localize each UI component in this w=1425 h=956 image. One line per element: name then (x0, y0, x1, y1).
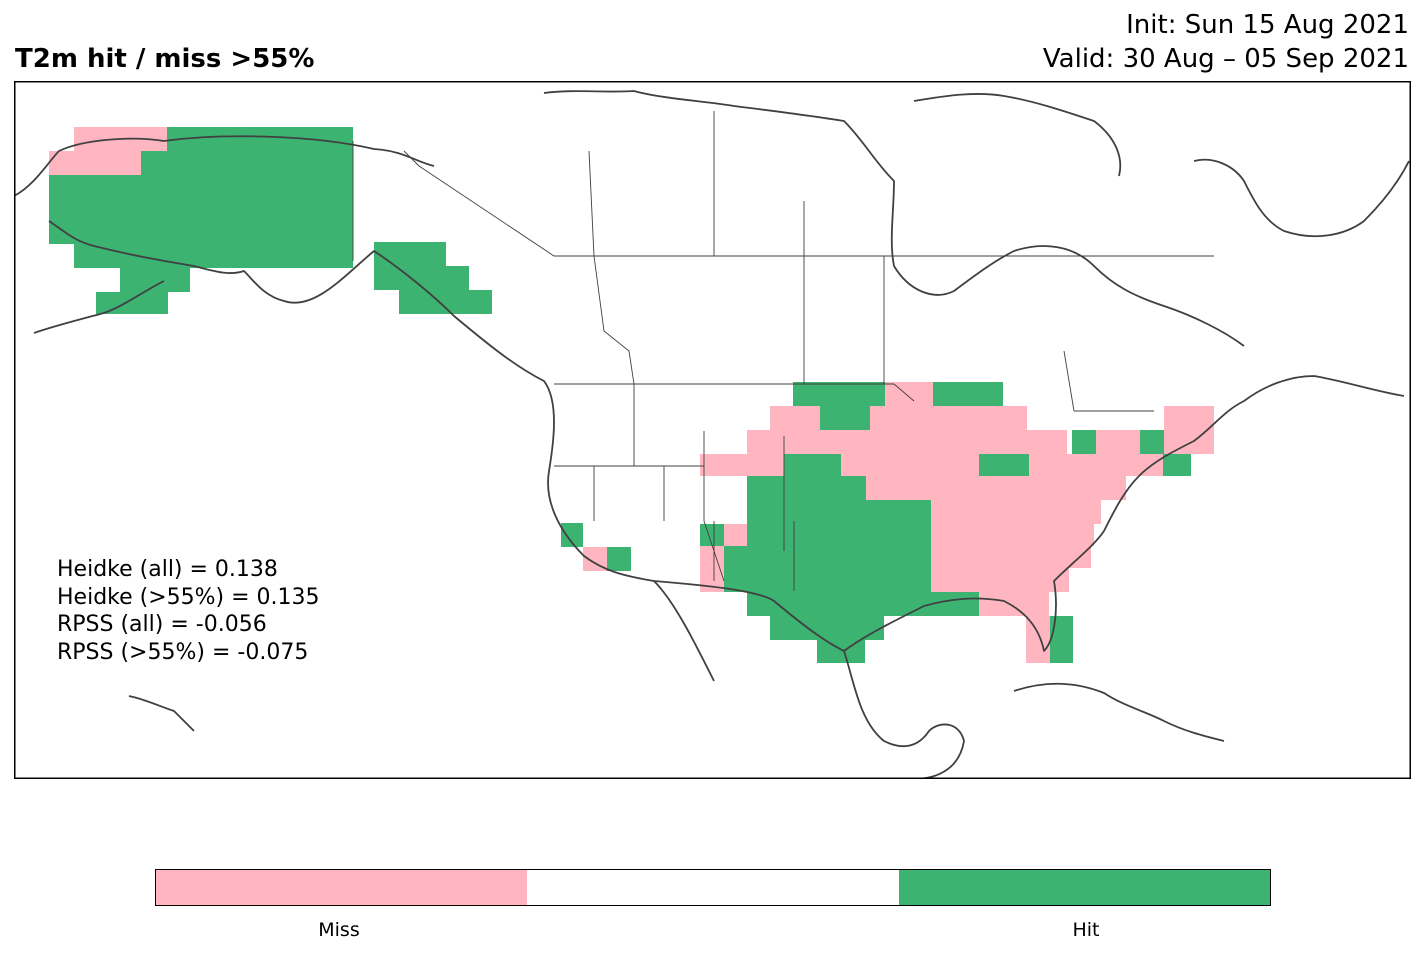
rpss-all-score: RPSS (all) = -0.056 (57, 612, 267, 637)
miss-cell (979, 592, 1049, 616)
colorbar (155, 869, 1271, 906)
hit-cell (399, 290, 492, 314)
coastlines (14, 90, 1410, 779)
hit-cell (933, 382, 1003, 406)
miss-cell (931, 524, 1094, 546)
map-title: T2m hit / miss >55% (15, 44, 315, 74)
hit-cell (784, 454, 841, 476)
political-borders (352, 111, 1214, 591)
hit-cell (1163, 454, 1191, 476)
skill-scores: Heidke (all) = 0.138 Heidke (>55%) = 0.1… (57, 556, 320, 666)
miss-cell (770, 406, 820, 430)
hit-cell (374, 242, 446, 266)
miss-cell (49, 151, 141, 175)
colorbar-hit-segment (898, 870, 1270, 905)
miss-cell (866, 476, 931, 500)
hit-cell (747, 592, 931, 616)
hit-cell (1050, 616, 1073, 640)
hit-cell (1072, 430, 1096, 454)
miss-cell (1005, 406, 1027, 430)
miss-cell (885, 382, 933, 406)
rpss-55-score: RPSS (>55%) = -0.075 (57, 639, 309, 665)
hit-cell (1140, 430, 1164, 454)
hit-cell (747, 524, 931, 546)
colorbar-hit-label: Hit (1072, 919, 1100, 941)
hit-cell (49, 175, 353, 220)
miss-cell (1029, 454, 1139, 476)
init-date: Init: Sun 15 Aug 2021 (1126, 10, 1409, 40)
hit-cell (931, 592, 979, 616)
hit-cell (747, 500, 931, 524)
miss-cell (931, 568, 1069, 592)
map-frame (14, 81, 1411, 779)
miss-cell (1101, 476, 1126, 500)
hit-cell (49, 220, 353, 244)
hit-cell (817, 640, 865, 663)
hit-cell (120, 268, 190, 292)
hit-cell (979, 454, 1029, 476)
hit-cell (96, 292, 168, 314)
hit-cell (793, 382, 885, 406)
miss-cell (931, 476, 1101, 500)
hit-cell (141, 151, 353, 175)
miss-cell (1164, 406, 1214, 430)
colorbar-miss-segment (156, 870, 528, 905)
hit-cell (74, 244, 353, 268)
hit-cell (700, 524, 724, 546)
forecast-map (14, 81, 1411, 779)
miss-cell (841, 454, 979, 476)
miss-cell (724, 524, 747, 546)
hit-cell (607, 547, 631, 571)
miss-cell (1026, 640, 1050, 663)
miss-cell (931, 500, 1101, 524)
miss-cell (1096, 430, 1140, 454)
hit-cell (770, 616, 884, 640)
heidke-55-score: Heidke (>55%) = 0.135 (57, 584, 320, 610)
heidke-all-score: Heidke (all) = 0.138 (57, 557, 278, 582)
hit-miss-cells (49, 127, 1214, 663)
miss-cell (870, 406, 1005, 430)
miss-cell (1164, 430, 1214, 454)
hit-cell (724, 546, 931, 592)
hit-cell (1050, 640, 1073, 663)
colorbar-neutral-segment (527, 870, 899, 905)
hit-cell (820, 406, 870, 430)
miss-cell (747, 430, 1067, 454)
hit-cell (561, 523, 583, 547)
valid-period: Valid: 30 Aug – 05 Sep 2021 (1042, 44, 1409, 74)
miss-cell (931, 546, 1091, 568)
hit-cell (167, 127, 353, 151)
hit-cell (747, 476, 866, 500)
colorbar-miss-label: Miss (318, 919, 360, 941)
miss-cell (700, 454, 784, 476)
